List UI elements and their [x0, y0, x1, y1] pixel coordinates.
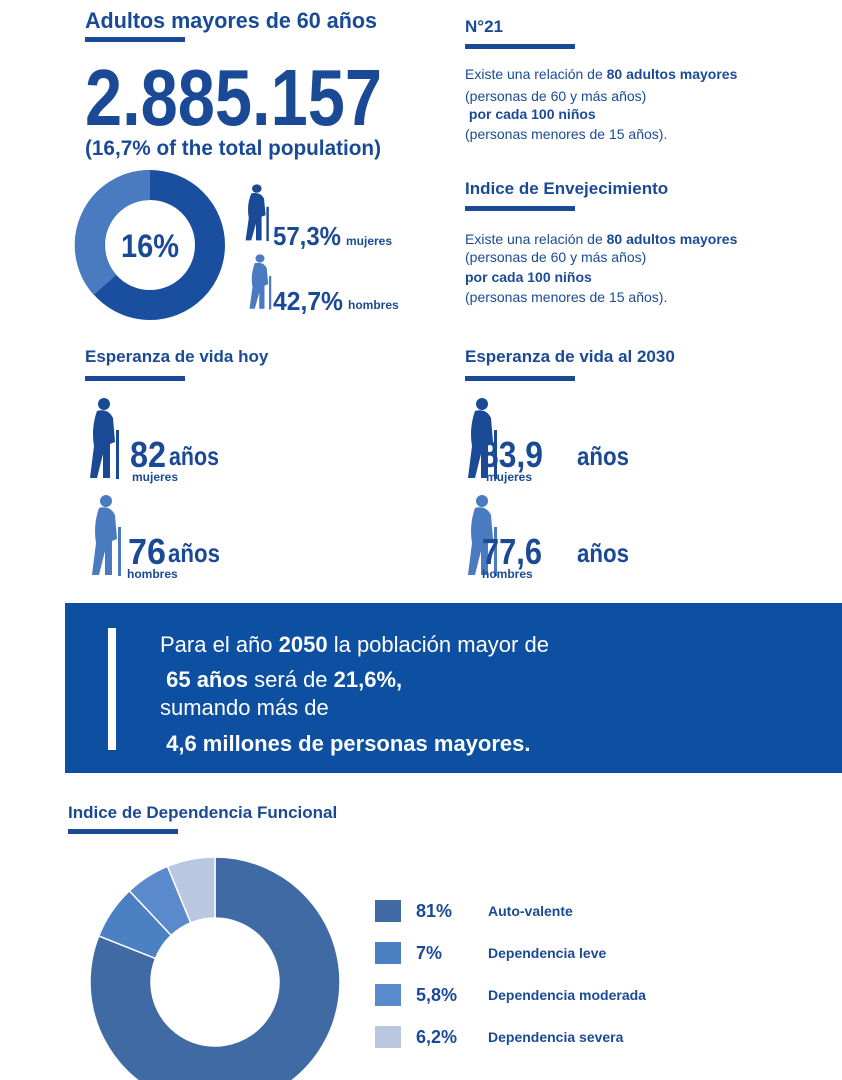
section-title: Esperanza de vida al 2030	[465, 347, 675, 366]
paragraph-line: por cada 100 niños	[465, 269, 592, 285]
banner-line: sumando más de	[160, 695, 329, 720]
subtitle: (16,7% of the total population)	[85, 137, 381, 160]
icon-woman	[90, 398, 119, 479]
text-run: Existe una relación de	[465, 66, 607, 82]
icon-woman	[245, 184, 269, 242]
legend-swatch	[375, 984, 401, 1006]
paragraph-line: Existe una relación de 80 adultos mayore…	[465, 66, 738, 82]
text-run: 80 adultos mayores	[607, 66, 738, 82]
section-title: Indice de Envejecimiento	[465, 179, 668, 198]
banner-line: Para el año 2050 la población mayor de	[160, 632, 549, 657]
paragraph-line: (personas de 60 y más años)	[465, 88, 646, 104]
text-run: 2050	[279, 632, 328, 657]
legend-swatch	[375, 942, 401, 964]
paragraph-line: por cada 100 niños	[465, 106, 596, 122]
donut-segment	[166, 856, 216, 924]
text-run: Existe una relación de	[465, 231, 607, 247]
text-run: 65 años	[160, 667, 248, 692]
paragraph-line: (personas menores de 15 años).	[465, 126, 667, 142]
legend-label: Dependencia leve	[488, 945, 606, 961]
legend-label: Dependencia moderada	[488, 987, 646, 1003]
legend-label: Dependencia severa	[488, 1029, 624, 1045]
icon-man	[92, 495, 121, 576]
life-label: hombres	[482, 567, 533, 581]
underline	[465, 206, 575, 211]
text-run: 80 adultos mayores	[607, 231, 738, 247]
total-number: 2.885.157	[85, 53, 382, 142]
paragraph-line: (personas menores de 15 años).	[465, 289, 667, 305]
underline	[85, 37, 185, 42]
underline	[465, 376, 575, 381]
banner	[65, 603, 842, 773]
men-share: 42,7%	[273, 286, 343, 316]
legend-label: Auto-valente	[488, 903, 573, 919]
text-run: (personas menores de 15 años).	[465, 289, 667, 305]
data-label: 7%	[416, 943, 442, 963]
banner-line: 65 años será de 21,6%,	[160, 667, 402, 692]
underline	[68, 829, 178, 834]
life-value: 77,6	[482, 531, 542, 572]
life-label: hombres	[127, 567, 178, 581]
text-run: por cada 100 niños	[465, 269, 592, 285]
legend-swatch	[375, 900, 401, 922]
life-label: mujeres	[132, 470, 178, 484]
data-label: 5,8%	[416, 985, 457, 1005]
life-unit: años	[168, 538, 220, 568]
text-run: será de	[248, 667, 334, 692]
life-value: 83,9	[481, 434, 543, 475]
text-run: 21,6%,	[334, 667, 403, 692]
life-label: mujeres	[486, 470, 532, 484]
section-title: Esperanza de vida hoy	[85, 347, 269, 366]
legend-swatch	[375, 1026, 401, 1048]
paragraph-line: (personas de 60 y más años)	[465, 249, 646, 265]
header-title: Adultos mayores de 60 años	[85, 8, 377, 33]
life-value: 76	[128, 531, 166, 572]
text-run: (personas de 60 y más años)	[465, 249, 646, 265]
section-title: N°21	[465, 17, 503, 36]
text-run: sumando más de	[160, 695, 329, 720]
text-run: (personas de 60 y más años)	[465, 88, 646, 104]
text-run: por cada 100 niños	[465, 106, 596, 122]
women-share: 57,3%	[273, 221, 341, 251]
text-run: Para el año	[160, 632, 279, 657]
donut-segment	[74, 169, 151, 295]
text-run: (personas menores de 15 años).	[465, 126, 667, 142]
text-run: la población mayor de	[328, 632, 549, 657]
icon-man	[249, 254, 272, 310]
banner-bar	[108, 628, 116, 750]
donut-center-label: 16%	[121, 228, 179, 264]
text-run: 4,6 millones de personas mayores.	[160, 731, 531, 756]
banner-line: 4,6 millones de personas mayores.	[160, 731, 531, 756]
women-label: mujeres	[346, 234, 392, 248]
paragraph-line: Existe una relación de 80 adultos mayore…	[465, 231, 738, 247]
life-unit: años	[577, 538, 629, 568]
men-label: hombres	[348, 298, 399, 312]
data-label: 6,2%	[416, 1027, 457, 1047]
data-label: 81%	[416, 901, 452, 921]
life-value: 82	[130, 434, 166, 475]
life-unit: años	[577, 441, 629, 471]
underline	[465, 44, 575, 49]
chart-title: Indice de Dependencia Funcional	[68, 803, 337, 822]
underline	[85, 376, 185, 381]
life-unit: años	[169, 441, 219, 471]
donut-segment	[89, 856, 341, 1080]
